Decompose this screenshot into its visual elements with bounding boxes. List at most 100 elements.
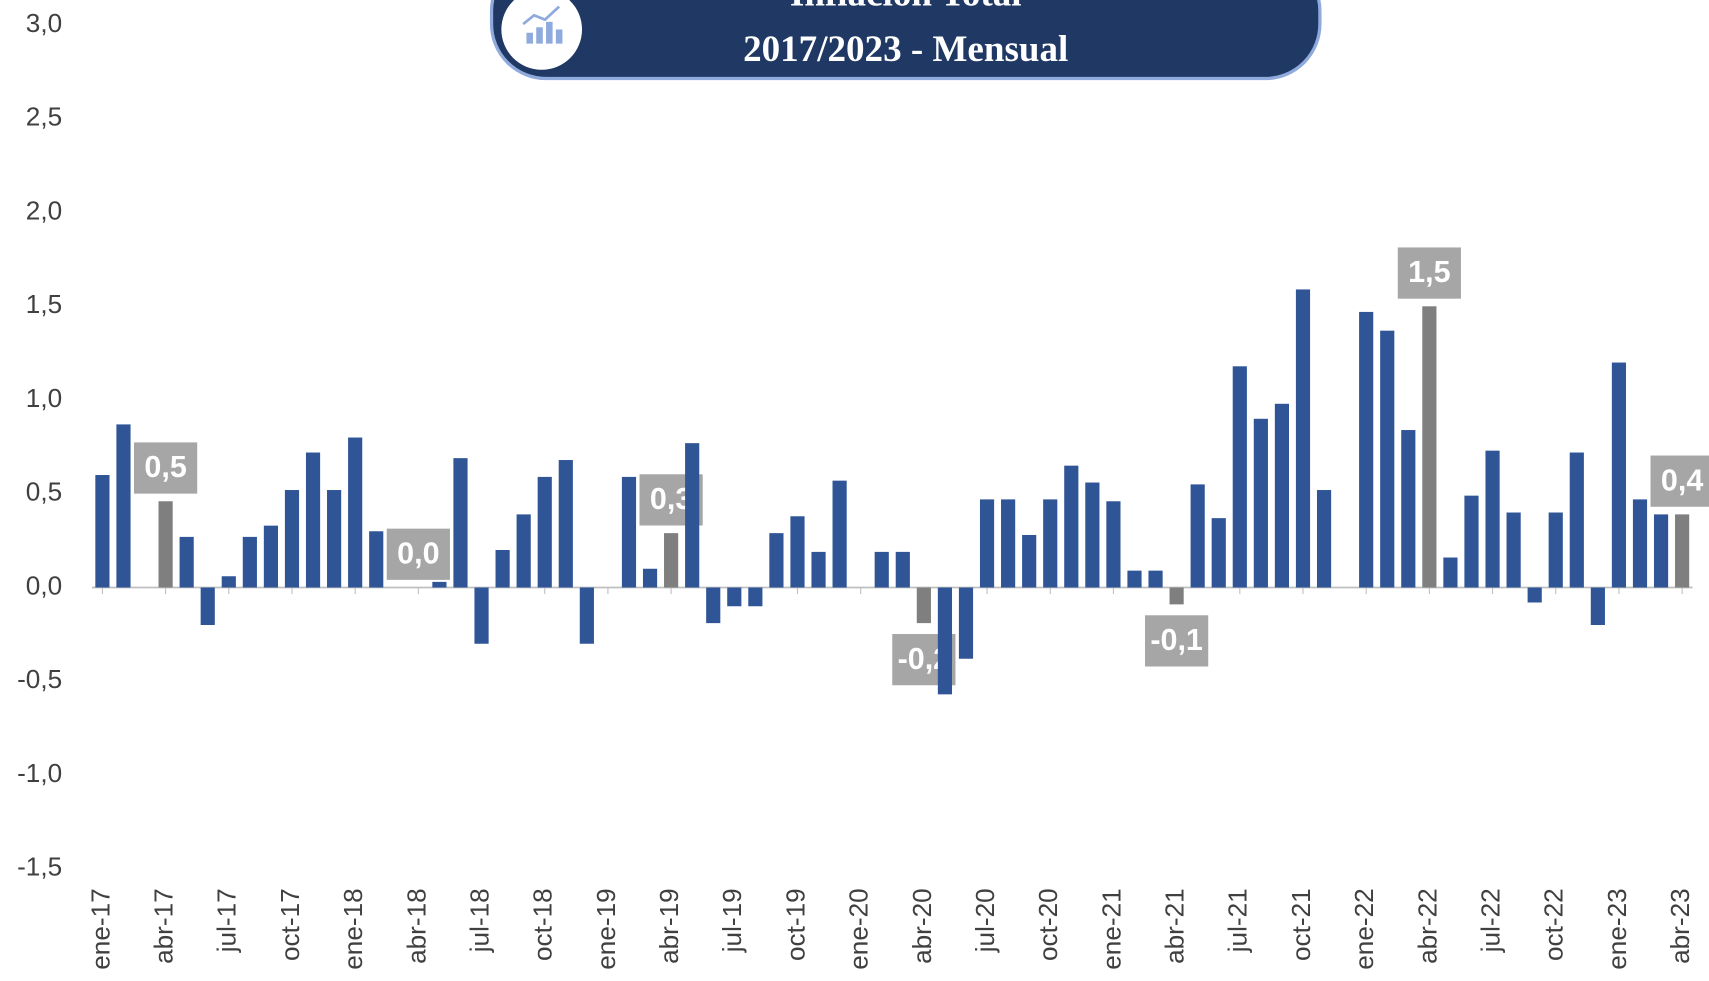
bar bbox=[348, 437, 363, 588]
value-label: -0,1 bbox=[1145, 615, 1209, 667]
bar bbox=[769, 533, 784, 588]
bar bbox=[1653, 514, 1669, 588]
bar bbox=[1548, 512, 1563, 588]
y-tick-label: 3,0 bbox=[26, 8, 62, 38]
chart-title: Inflación Total bbox=[790, 0, 1022, 14]
chart-subtitle: 2017/2023 - Mensual bbox=[743, 29, 1068, 70]
x-tick-label: ene-17 bbox=[85, 888, 115, 969]
bar bbox=[832, 480, 847, 588]
bar bbox=[1148, 570, 1163, 588]
bar bbox=[558, 460, 573, 588]
banner-bg bbox=[489, 0, 1322, 81]
x-tick-label: abr-17 bbox=[149, 888, 179, 964]
bar bbox=[1590, 587, 1605, 625]
bar bbox=[263, 525, 278, 588]
bar bbox=[706, 587, 721, 624]
x-tick-label: oct-18 bbox=[528, 888, 558, 961]
y-tick-label: 0,5 bbox=[26, 477, 62, 507]
bar bbox=[327, 490, 342, 588]
y-tick-label: -1,5 bbox=[17, 852, 62, 882]
x-tick-label: abr-21 bbox=[1160, 888, 1190, 964]
bar bbox=[1401, 430, 1416, 588]
chart-icon bbox=[522, 5, 563, 44]
bar bbox=[1506, 512, 1521, 588]
bar bbox=[305, 452, 321, 588]
value-label: 0,4 bbox=[1650, 455, 1709, 507]
y-tick-label: 1,5 bbox=[26, 289, 62, 319]
bar bbox=[1569, 452, 1584, 588]
x-tick-label: ene-18 bbox=[338, 888, 368, 969]
bar bbox=[1316, 490, 1332, 588]
bar bbox=[811, 551, 826, 588]
value-label-text: 1,5 bbox=[1408, 255, 1450, 289]
bar bbox=[1022, 535, 1037, 588]
bar bbox=[242, 536, 257, 588]
bar bbox=[958, 587, 974, 659]
value-label-bg bbox=[133, 442, 198, 494]
x-tick-label: jul-22 bbox=[1475, 888, 1505, 953]
bar bbox=[790, 516, 805, 588]
bar bbox=[1001, 499, 1016, 588]
x-tick-label: ene-19 bbox=[591, 888, 621, 969]
value-label-text: -0,1 bbox=[1150, 623, 1203, 657]
bar bbox=[937, 587, 953, 695]
bar bbox=[1169, 587, 1184, 605]
bar bbox=[579, 587, 594, 644]
bar bbox=[179, 536, 194, 588]
value-label-bg bbox=[1397, 247, 1461, 299]
bar bbox=[369, 531, 384, 588]
bar bbox=[1211, 518, 1226, 588]
bar bbox=[200, 587, 215, 625]
value-label: 1,5 bbox=[1397, 247, 1461, 299]
bar bbox=[1464, 495, 1479, 588]
x-tick-label: abr-18 bbox=[401, 888, 431, 964]
x-tick-label: jul-20 bbox=[970, 888, 1000, 953]
bar bbox=[621, 476, 637, 588]
bar bbox=[284, 490, 300, 588]
bar bbox=[1380, 330, 1395, 588]
bar bbox=[453, 458, 468, 588]
bar bbox=[116, 424, 131, 588]
bar bbox=[1085, 482, 1100, 588]
x-tick-label: jul-19 bbox=[717, 888, 747, 953]
bar bbox=[158, 501, 173, 588]
value-label-bg bbox=[1145, 615, 1209, 667]
bar bbox=[1422, 306, 1437, 588]
bar bbox=[1632, 499, 1648, 588]
bar bbox=[1274, 403, 1290, 588]
bar bbox=[474, 587, 489, 644]
x-tick-label: ene-23 bbox=[1602, 888, 1632, 969]
bar bbox=[748, 587, 763, 607]
bar bbox=[1675, 514, 1690, 588]
value-label-text: 0,0 bbox=[397, 536, 439, 570]
bar bbox=[727, 587, 742, 607]
bar bbox=[1359, 311, 1374, 588]
bar bbox=[664, 533, 679, 588]
x-tick-label: oct-20 bbox=[1033, 888, 1063, 961]
bar bbox=[1611, 362, 1627, 588]
x-tick-label: ene-22 bbox=[1349, 888, 1379, 969]
y-tick-label: 2,5 bbox=[26, 102, 62, 132]
value-label-bg bbox=[386, 528, 450, 580]
value-label-text: 0,5 bbox=[144, 450, 186, 484]
x-tick-label: abr-19 bbox=[654, 888, 684, 964]
bar bbox=[221, 576, 236, 588]
y-tick-label: -1,0 bbox=[17, 758, 62, 788]
bar bbox=[1232, 366, 1247, 588]
x-tick-label: jul-18 bbox=[464, 888, 494, 953]
bar bbox=[979, 499, 995, 588]
bar bbox=[1443, 557, 1458, 588]
y-tick-label: -0,5 bbox=[17, 664, 62, 694]
bar bbox=[642, 568, 658, 588]
value-label: 0,5 bbox=[133, 442, 198, 494]
bar bbox=[95, 475, 110, 588]
bar bbox=[495, 550, 510, 588]
bar bbox=[1527, 587, 1542, 603]
bar bbox=[1127, 570, 1142, 588]
bar bbox=[874, 551, 889, 588]
bar bbox=[1043, 499, 1058, 588]
bar bbox=[1485, 450, 1500, 588]
value-label: 0,0 bbox=[386, 528, 450, 580]
bar bbox=[1190, 484, 1205, 588]
